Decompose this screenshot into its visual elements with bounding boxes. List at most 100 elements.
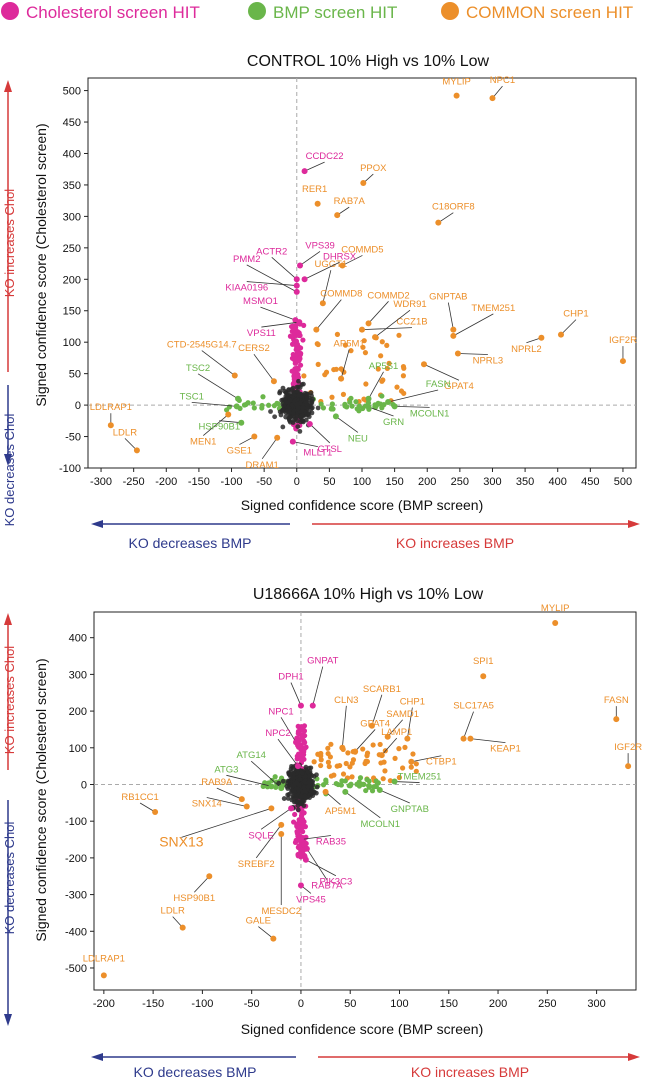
x-tick-label: -50: [244, 998, 260, 1010]
x-tick-label: 100: [353, 476, 371, 488]
scatter-point-common: [349, 774, 355, 780]
point-label: C18ORF8: [432, 202, 475, 213]
point-label: PPOX: [360, 163, 387, 174]
label-leader: [394, 405, 430, 408]
y-tick-label: -50: [65, 432, 81, 444]
panel-control-xlabel: Signed confidence score (BMP screen): [241, 497, 484, 513]
scatter-point-bmp: [371, 784, 377, 790]
panel-u18666a-arrows: KO increases Chol KO decreases Chol KO d…: [2, 613, 640, 1080]
point-label: TSC1: [180, 391, 204, 402]
scatter-point-bulk: [268, 409, 273, 414]
scatter-point-bmp: [349, 403, 355, 409]
label-leader: [300, 835, 331, 840]
point-label: CTD-2545G14.7: [167, 340, 237, 351]
point-label: GPAT4: [360, 718, 390, 729]
scatter-point-bulk: [285, 796, 291, 801]
labeled-point: [206, 873, 213, 880]
label-leader: [381, 737, 398, 756]
scatter-point-common: [311, 759, 317, 765]
point-label: NPC1: [490, 75, 515, 86]
label-leader: [219, 420, 242, 424]
y-tick-label: -300: [65, 890, 87, 902]
labeled-point: [293, 288, 300, 295]
scatter-point-bulk: [305, 405, 310, 411]
scatter-point-common: [329, 394, 335, 400]
scatter-point-bulk: [295, 807, 301, 813]
scatter-point-chol: [297, 362, 304, 368]
scatter-point-bmp: [364, 776, 370, 783]
point-label: LAMP1: [381, 727, 412, 738]
scatter-point-chol: [302, 739, 308, 746]
point-label: MLLT1: [303, 448, 332, 459]
scatter-point-bulk: [283, 414, 289, 420]
scatter-point-common: [364, 758, 371, 765]
scatter-point-bmp: [260, 394, 266, 400]
x-tick-label: 200: [489, 998, 507, 1010]
point-label: CLN3: [334, 695, 358, 706]
label-leader: [342, 255, 363, 266]
point-label: NEU: [348, 433, 368, 444]
point-label: AP5M1: [325, 806, 356, 817]
labeled-point: [309, 702, 316, 709]
scatter-point-bmp: [344, 404, 350, 410]
point-label: FASN: [426, 379, 451, 390]
labeled-point: [450, 332, 457, 339]
x-tick-label: 250: [538, 998, 556, 1010]
point-label: TSC2: [186, 363, 210, 374]
scatter-point-chol: [287, 333, 294, 339]
scatter-point-bulk: [280, 778, 286, 784]
labeled-point: [152, 809, 159, 816]
labeled-point: [238, 796, 245, 803]
label-leader: [203, 414, 229, 436]
labeled-point: [270, 935, 277, 942]
x-tick-label: 150: [385, 476, 403, 488]
point-label: MYLIP: [442, 77, 471, 88]
scatter-point-chol: [294, 756, 300, 762]
scatter-point-common: [340, 391, 347, 397]
label-leader: [374, 309, 411, 338]
point-label: DPH1: [278, 672, 303, 683]
scatter-point-bulk: [287, 397, 293, 403]
scatter-point-bmp: [330, 406, 336, 412]
label-leader: [304, 161, 325, 172]
labeled-point: [552, 620, 559, 627]
scatter-point-bulk: [283, 390, 289, 395]
labeled-point: [297, 836, 304, 843]
label-leader: [299, 251, 321, 266]
scatter-point-bmp: [320, 405, 327, 411]
label-leader: [447, 302, 454, 330]
x-tick-label: 0: [294, 476, 300, 488]
label-leader: [246, 281, 297, 286]
point-label: ACTR2: [256, 246, 287, 257]
scatter-point-common: [400, 363, 407, 370]
panel-u18666a: U18666A 10% High vs 10% Low KO increases…: [2, 586, 642, 1080]
scatter-point-bmp: [342, 778, 348, 784]
panel-control-left-label: KO decreases BMP: [129, 535, 252, 551]
panel-u18666a-up-label: KO increases Chol: [2, 646, 17, 754]
label-leader: [438, 212, 454, 224]
scatter-point-chol: [292, 370, 298, 376]
scatter-point-bmp: [259, 405, 265, 411]
scatter-point-bulk: [289, 783, 295, 789]
panel-control-labels: MYLIP NPC1 PPOX RER1 RAB7A C18ORF8 COMMD5 UGGT1…: [90, 75, 637, 471]
scatter-point-bmp: [369, 788, 376, 794]
label-leader: [309, 423, 331, 444]
y-tick-label: -500: [65, 963, 87, 975]
scatter-point-bulk: [293, 795, 299, 801]
labeled-point: [296, 319, 303, 326]
scatter-point-common: [360, 746, 366, 752]
scatter-point-bmp: [356, 403, 362, 409]
scatter-point-bulk: [304, 395, 310, 401]
labeled-point: [319, 300, 326, 307]
scatter-point-common: [331, 366, 337, 373]
labeled-point: [365, 403, 372, 410]
labeled-point: [302, 856, 309, 863]
label-leader: [368, 371, 384, 400]
y-tick-label: 450: [63, 117, 81, 129]
label-leader: [457, 353, 488, 355]
scatter-point-bulk: [314, 772, 319, 778]
labeled-point: [376, 786, 383, 793]
x-tick-label: -200: [155, 476, 177, 488]
point-label: COMMD5: [341, 244, 383, 255]
point-label: CHP1: [400, 697, 425, 708]
